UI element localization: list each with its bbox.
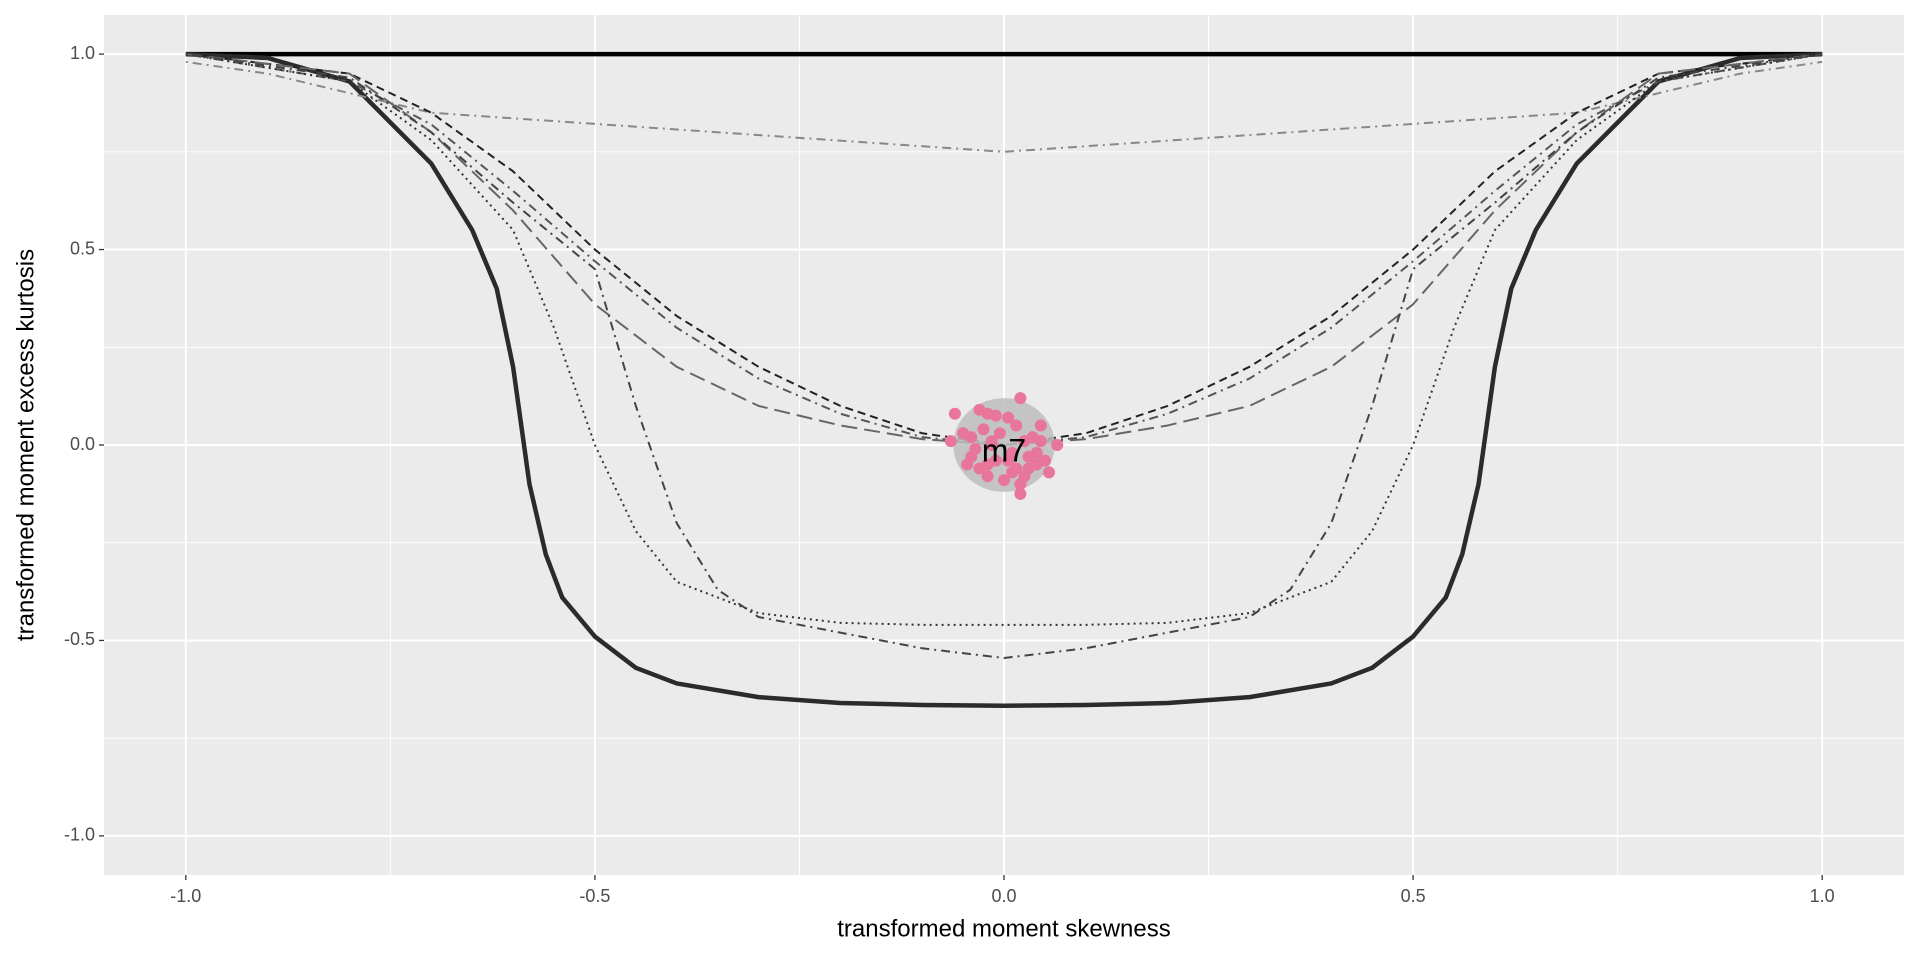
point	[981, 458, 994, 471]
point	[977, 423, 990, 436]
point	[1014, 487, 1027, 500]
point	[993, 427, 1006, 440]
series-line	[185, 51, 1823, 708]
point	[1010, 462, 1023, 475]
point	[1034, 419, 1047, 432]
y-tick-label: 0.0	[70, 434, 95, 454]
point	[1030, 446, 1043, 459]
x-tick-label: -0.5	[579, 886, 610, 906]
point	[1038, 454, 1051, 467]
annotation: m7	[982, 432, 1026, 468]
point	[1002, 411, 1015, 424]
x-tick-label: 0.0	[991, 886, 1016, 906]
series-line	[185, 53, 1823, 660]
point	[948, 407, 961, 420]
point	[965, 431, 978, 444]
point	[989, 409, 1002, 422]
x-axis-title: transformed moment skewness	[837, 915, 1170, 942]
point	[981, 470, 994, 483]
x-tick-label: 0.5	[1401, 886, 1426, 906]
point	[1018, 470, 1031, 483]
point	[965, 450, 978, 463]
point	[1010, 419, 1023, 432]
y-tick-label: -0.5	[64, 629, 95, 649]
point	[998, 474, 1010, 487]
point	[1002, 454, 1015, 467]
point	[1014, 392, 1027, 405]
y-tick-label: 0.5	[70, 238, 95, 258]
point	[1043, 466, 1055, 479]
x-tick-label: -1.0	[170, 886, 201, 906]
y-tick-label: -1.0	[64, 825, 95, 845]
point	[985, 435, 998, 448]
x-tick-label: 1.0	[1810, 886, 1835, 906]
point	[1051, 439, 1064, 451]
point	[944, 435, 957, 448]
y-tick-label: 1.0	[70, 43, 95, 63]
y-axis-title: transformed moment excess kurtosis	[12, 249, 39, 641]
point	[1034, 435, 1047, 448]
